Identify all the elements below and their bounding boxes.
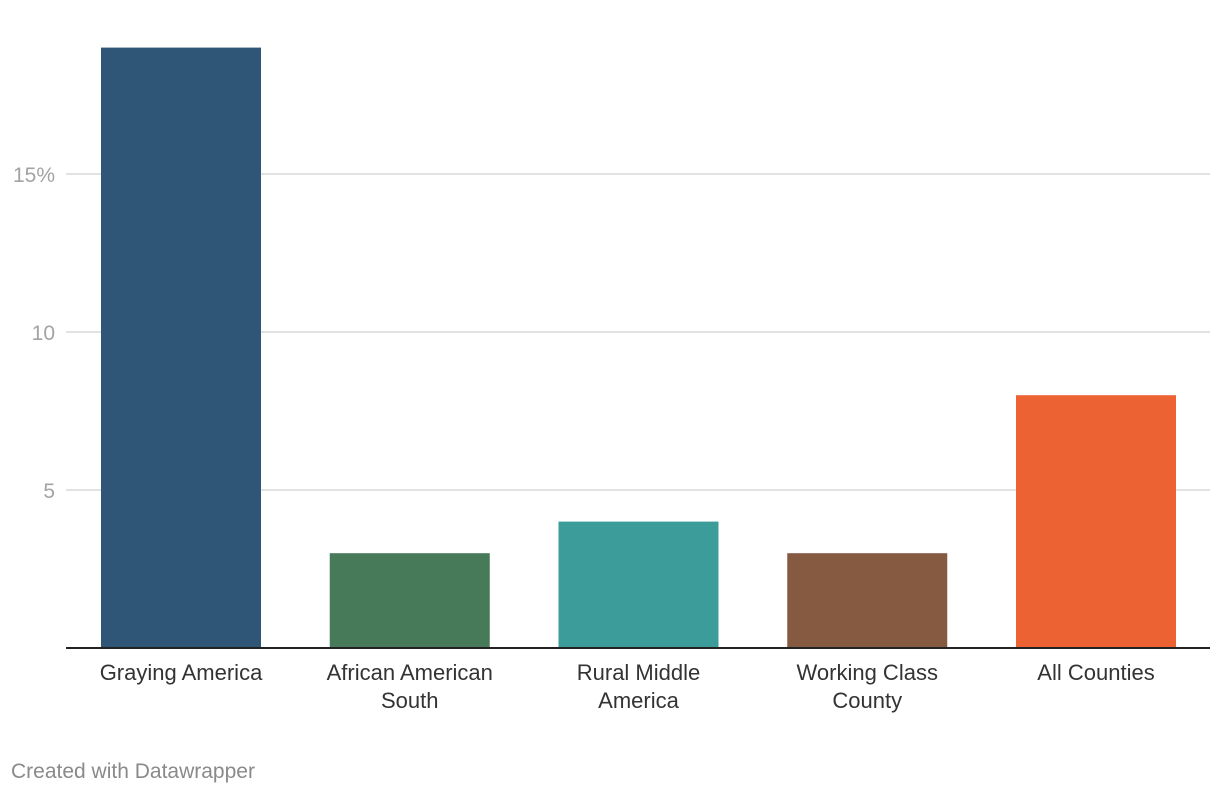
bar bbox=[1016, 395, 1176, 648]
y-tick-label: 5 bbox=[43, 480, 55, 503]
bar bbox=[787, 553, 948, 648]
x-category-label-line: African American bbox=[327, 660, 493, 685]
x-category-label-line: All Counties bbox=[1037, 660, 1154, 685]
datawrapper-credit: Created with Datawrapper bbox=[11, 760, 255, 783]
x-category-label-line: Working Class bbox=[797, 660, 938, 685]
y-tick-label: 10 bbox=[32, 322, 55, 345]
y-axis-tick-labels: 5 10 15% bbox=[13, 164, 55, 503]
x-category-label-line: County bbox=[832, 688, 902, 713]
x-category-label: African American South bbox=[327, 660, 493, 713]
x-category-label: All Counties bbox=[1037, 660, 1154, 685]
y-tick-label: 15% bbox=[13, 164, 55, 187]
bar bbox=[558, 521, 719, 648]
x-category-label-line: America bbox=[598, 688, 679, 713]
x-category-label-line: South bbox=[381, 688, 439, 713]
x-category-label-line: Graying America bbox=[100, 660, 263, 685]
x-category-label-line: Rural Middle bbox=[577, 660, 701, 685]
bars bbox=[101, 47, 1176, 649]
x-category-label: Rural Middle America bbox=[577, 660, 701, 713]
bar bbox=[329, 553, 490, 648]
x-axis-category-labels: Graying America African American South Rura… bbox=[100, 660, 1155, 713]
x-category-label: Working Class County bbox=[797, 660, 938, 713]
x-category-label: Graying America bbox=[100, 660, 263, 685]
bar bbox=[101, 47, 261, 649]
